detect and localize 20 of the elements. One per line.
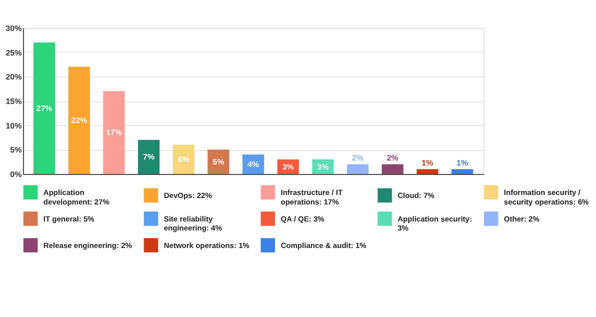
data-label: 1% — [456, 158, 468, 168]
y-tick-label: 25% — [6, 48, 22, 58]
y-tick-label: 0% — [10, 170, 22, 180]
y-tick-label: 5% — [10, 146, 22, 155]
data-label: 1% — [422, 158, 434, 168]
data-label: 4% — [248, 160, 260, 169]
y-tick-label: 30% — [6, 24, 22, 33]
data-label: 27% — [36, 104, 52, 113]
y-tick-label: 10% — [6, 121, 22, 130]
data-label: 7% — [143, 152, 155, 162]
data-label: 2% — [352, 154, 364, 163]
y-tick-label: 20% — [6, 72, 22, 82]
y-tick-label: 15% — [6, 97, 22, 106]
data-label: 6% — [178, 155, 190, 164]
data-label: 5% — [212, 157, 224, 166]
data-label: 3% — [317, 162, 329, 172]
data-label: 2% — [386, 154, 398, 163]
data-label: 3% — [282, 162, 294, 172]
data-label: 17% — [106, 128, 122, 138]
data-label: 22% — [71, 116, 88, 126]
